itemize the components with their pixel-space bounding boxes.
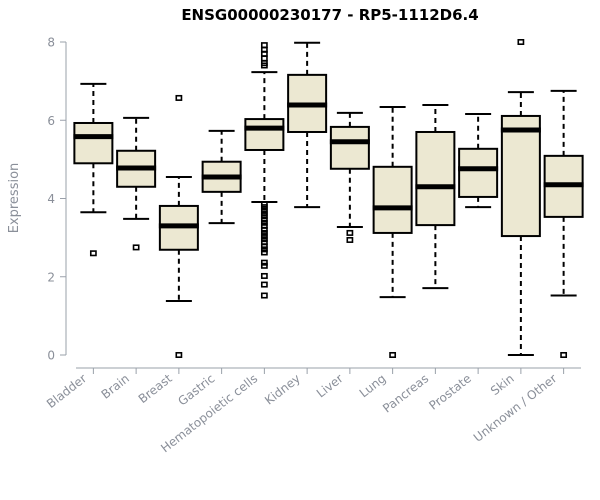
outlier-point: [260, 292, 268, 299]
outlier-point: [260, 246, 268, 253]
outlier-point: [260, 259, 268, 266]
box-group: [73, 38, 584, 358]
y-tick-label: 4: [47, 192, 55, 206]
outlier-point: [346, 229, 354, 236]
box-gastric: [201, 129, 242, 225]
box-pancreas: [415, 103, 456, 290]
y-tick-label: 2: [47, 270, 55, 284]
outlier-point: [260, 216, 268, 223]
outlier-point: [260, 243, 268, 250]
outlier-point: [260, 281, 268, 288]
outlier-point: [260, 272, 268, 279]
y-axis: 0 2 4 6 8: [47, 36, 67, 363]
box-prostate: [458, 112, 499, 209]
box-rect: [73, 121, 114, 165]
outlier-point: [260, 226, 268, 233]
box-rect: [244, 118, 285, 151]
outlier-point: [346, 236, 354, 243]
outlier-point: [89, 250, 97, 257]
box-rect: [372, 165, 413, 234]
box-liver: [329, 111, 370, 243]
box-rect: [329, 125, 370, 170]
outlier-point: [260, 262, 268, 269]
box-skin: [500, 38, 541, 356]
outlier-point: [260, 207, 268, 214]
box-brain: [116, 116, 157, 251]
box-rect: [415, 130, 456, 227]
box-rect: [458, 147, 499, 198]
y-axis-title: Expression: [7, 163, 22, 234]
y-tick-label: 0: [47, 349, 55, 363]
box-lung: [372, 105, 413, 358]
box-breast: [158, 94, 199, 358]
outlier-point: [175, 94, 183, 101]
outlier-point: [517, 38, 525, 45]
x-axis: [76, 367, 581, 374]
page-title: ENSG00000230177 - RP5-1112D6.4: [181, 6, 478, 24]
outlier-point: [560, 351, 568, 358]
outlier-point: [260, 249, 268, 256]
outlier-point: [260, 236, 268, 243]
outlier-point: [132, 244, 140, 251]
y-tick-label: 8: [47, 36, 55, 50]
box-bladder: [73, 82, 114, 257]
y-tick-label: 6: [47, 114, 55, 128]
outlier-point: [260, 229, 268, 236]
outlier-point: [260, 219, 268, 226]
outlier-point: [389, 351, 397, 358]
box-hematopoietic-cells: [244, 42, 285, 299]
outlier-point: [260, 62, 268, 69]
outlier-point: [260, 233, 268, 240]
box-unknown-other: [543, 89, 584, 358]
outlier-point: [260, 213, 268, 220]
box-kidney: [287, 41, 328, 209]
outlier-point: [175, 351, 183, 358]
outlier-point: [260, 204, 268, 211]
box-rect: [500, 114, 541, 238]
